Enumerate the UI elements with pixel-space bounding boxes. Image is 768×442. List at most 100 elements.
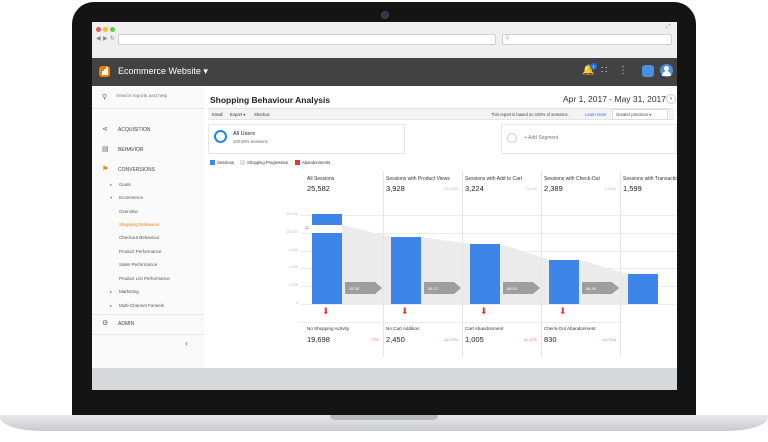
abandonment-arrow-icon: ⬇ — [401, 306, 409, 316]
gridline — [300, 304, 677, 305]
progression-arrow-tip — [612, 282, 619, 294]
progression-arrow-tip — [454, 282, 461, 294]
sidebar-item-ecommerce[interactable]: Ecommerce — [119, 195, 144, 200]
axis-break-icon: ≈ — [305, 225, 309, 232]
minimize-window-dot[interactable] — [103, 27, 108, 32]
funnel-bar — [470, 243, 500, 304]
progression-arrow-tip — [533, 282, 540, 294]
page-title: Shopping Behaviour Analysis — [210, 95, 331, 105]
fullscreen-icon[interactable]: ⤢ — [666, 24, 671, 30]
funnel-step-value: 2,389 — [544, 184, 563, 193]
sidebar-item-product-list-performance[interactable]: Product List Performance — [119, 276, 170, 281]
report-toolbar: Email Export ▾ Shortcut This report is b… — [208, 108, 674, 120]
sidebar-item-sales-performance[interactable]: Sales Performance — [119, 262, 158, 267]
legend-swatch-abandonments — [295, 160, 300, 165]
app-title: Ecommerce Website — [118, 66, 201, 76]
camera — [381, 11, 389, 19]
date-range[interactable]: Apr 1, 2017 - May 31, 2017 — [563, 94, 667, 104]
date-dropdown-icon[interactable]: ▾ — [666, 94, 676, 104]
sidebar-item-overview[interactable]: Overview — [119, 209, 138, 214]
y-tick-label: 1,200 — [288, 283, 298, 288]
sidebar-search-input[interactable] — [116, 92, 198, 100]
legend-swatch-sessions — [210, 160, 215, 165]
forward-icon[interactable]: ▶ — [103, 36, 108, 42]
y-tick-label: 3,600 — [288, 247, 298, 252]
shortcut-button[interactable]: Shortcut — [254, 111, 270, 117]
add-segment-label: + Add Segment — [524, 135, 559, 141]
gridline — [300, 215, 677, 216]
screen: ◀ ▶ ↻ ⚲ ⤢ Ecommerce Website ▾ 🔔 1 ∷ ⋮ ⚲ … — [92, 22, 677, 390]
sidebar-item-conversions[interactable]: CONVERSIONS — [118, 167, 155, 173]
abandonment-percent: 31.17% — [523, 337, 537, 342]
funnel-chart: 30,000 20,000 3,600 2,400 1,200 0 All Sessions… — [286, 171, 677, 371]
email-button[interactable]: Email — [212, 111, 223, 117]
close-window-dot[interactable] — [96, 27, 101, 32]
sidebar: ⚲ ⋖ ACQUISITION ▤ BEHAVIOR ⚑ CONVERSIONS… — [92, 86, 205, 390]
app-header: Ecommerce Website ▾ 🔔 1 ∷ ⋮ — [92, 58, 677, 86]
add-segment-card[interactable]: + Add Segment — [501, 124, 677, 154]
segment-ring-icon — [214, 130, 227, 143]
account-icon[interactable] — [642, 65, 654, 77]
abandonment-percent: 77% — [370, 337, 379, 342]
legend-swatch-progression — [240, 160, 245, 165]
column-divider — [462, 171, 463, 357]
abandonment-arrow-icon: ⬇ — [559, 306, 567, 316]
maximize-window-dot[interactable] — [110, 27, 115, 32]
avatar[interactable] — [660, 64, 673, 77]
precision-select[interactable]: Greater precision ▾ — [612, 109, 668, 120]
sidebar-item-admin[interactable]: ADMIN — [118, 321, 135, 327]
url-bar[interactable] — [118, 34, 496, 45]
abandonment-label: Check-Out Abandonment — [544, 326, 596, 331]
segment-name: All Users — [233, 131, 256, 137]
sidebar-item-acquisition[interactable]: ACQUISITION — [118, 127, 151, 133]
funnel-step-percent: 12.6% — [525, 186, 537, 191]
progression-arrow — [345, 282, 375, 294]
circle-icon — [507, 133, 517, 143]
funnel-step-label: Sessions with Add to Cart — [465, 176, 522, 182]
chevron-left-icon[interactable]: ‹ — [185, 338, 188, 348]
apps-grid-icon[interactable]: ∷ — [601, 65, 608, 76]
back-icon[interactable]: ◀ — [96, 36, 101, 42]
segment-card[interactable]: All Users 100.00% Sessions — [208, 124, 405, 154]
funnel-step-value: 3,224 — [465, 184, 484, 193]
y-tick-label: 2,400 — [288, 265, 298, 270]
progression-arrow-tip — [375, 282, 382, 294]
notification-badge: 1 — [590, 63, 597, 70]
bell-icon[interactable]: 🔔 — [582, 65, 595, 76]
legend-label-progression: Shopping Progression — [247, 160, 289, 165]
abandonment-value: 2,450 — [386, 335, 405, 344]
browser-search-bar[interactable]: ⚲ — [502, 34, 672, 45]
export-label: Export — [230, 111, 243, 117]
abandonment-arrow-icon: ⬇ — [322, 306, 330, 316]
learn-more-link[interactable]: Learn more — [585, 111, 607, 117]
browser-chrome: ◀ ▶ ↻ ⚲ ⤢ — [92, 22, 677, 59]
sidebar-item-goals[interactable]: Goals — [119, 182, 131, 187]
behavior-icon: ▤ — [102, 146, 109, 153]
sidebar-item-shopping-behaviour[interactable]: Shopping Behaviour — [119, 222, 160, 227]
laptop-base — [0, 415, 768, 431]
screen-bottom-bezel — [92, 368, 677, 390]
chevron-right-icon: ▸ — [110, 303, 113, 308]
abandonment-label: Cart Abandonment — [465, 326, 504, 331]
abandonment-value: 1,005 — [465, 335, 484, 344]
reload-icon[interactable]: ↻ — [110, 36, 116, 42]
property-selector[interactable]: Ecommerce Website ▾ — [118, 66, 208, 76]
progression-arrow — [503, 282, 533, 294]
main-content: Shopping Behaviour Analysis Apr 1, 2017 … — [204, 86, 677, 390]
export-button[interactable]: Export ▾ — [230, 111, 246, 117]
column-divider — [383, 171, 384, 357]
sidebar-item-product-performance[interactable]: Product Performance — [119, 249, 162, 254]
gridline — [300, 232, 677, 234]
precision-select-label: Greater precision ▾ — [616, 112, 652, 117]
progression-arrow — [582, 282, 612, 294]
sidebar-item-multi-channel-funnels[interactable]: Multi-Channel Funnels — [119, 303, 165, 308]
funnel-step-label: All Sessions — [307, 176, 335, 182]
legend-label-abandonments: Abandonments — [302, 160, 331, 165]
sample-note: This report is based on 100% of sessions… — [491, 111, 569, 117]
sidebar-item-checkout-behaviour[interactable]: Checkout Behaviour — [119, 235, 160, 240]
sidebar-item-behavior[interactable]: BEHAVIOR — [118, 147, 144, 153]
more-vert-icon[interactable]: ⋮ — [618, 65, 628, 76]
sidebar-item-marketing[interactable]: Marketing — [119, 289, 139, 294]
acquisition-icon: ⋖ — [102, 126, 108, 133]
progression-percent: 36.71 — [428, 285, 439, 291]
